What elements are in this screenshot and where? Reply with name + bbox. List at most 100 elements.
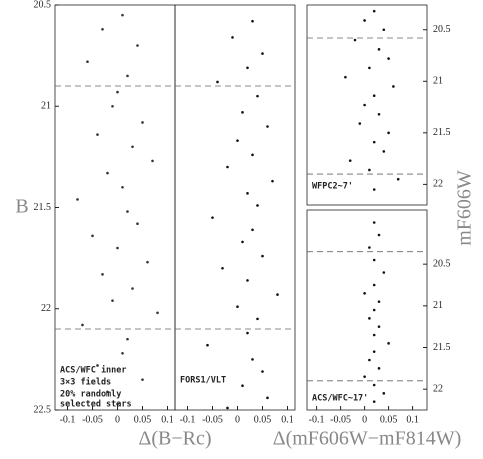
annotation: 3×3 fields — [60, 377, 111, 388]
star-point — [377, 48, 381, 51]
star-point — [396, 177, 400, 181]
star-point — [256, 204, 259, 207]
x-tick-label: -0.1 — [60, 414, 76, 425]
star-point — [236, 305, 239, 309]
star-point — [372, 258, 376, 262]
star-point — [96, 133, 99, 136]
star-point — [372, 400, 376, 403]
star-point — [261, 370, 264, 373]
star-point — [372, 333, 376, 337]
star-point — [111, 104, 114, 108]
y-axis-label: B — [15, 196, 28, 218]
star-point — [271, 179, 274, 183]
star-point — [372, 383, 376, 387]
star-point — [387, 57, 390, 60]
y-tick-label: 21.5 — [433, 127, 451, 138]
y-tick-label: 21 — [41, 101, 51, 112]
star-point — [131, 287, 134, 290]
star-point — [126, 74, 129, 78]
x-tick-label: 0 — [115, 414, 120, 425]
x-tick-label: 0.1 — [161, 414, 174, 425]
star-point — [382, 28, 386, 32]
star-point — [206, 343, 209, 347]
star-point — [231, 36, 234, 39]
star-point — [136, 44, 139, 47]
y-tick-label: 21.5 — [34, 202, 52, 213]
star-point — [372, 9, 376, 13]
star-point — [363, 292, 366, 295]
star-point — [246, 66, 249, 70]
star-point — [241, 240, 244, 244]
star-point — [377, 325, 381, 328]
x-tick-label: 0 — [235, 414, 240, 425]
star-point — [382, 150, 386, 153]
star-point — [372, 308, 376, 312]
star-point — [377, 367, 381, 370]
star-point — [226, 165, 229, 169]
star-point — [156, 311, 159, 315]
star-point — [372, 350, 376, 353]
star-point — [136, 222, 139, 225]
star-point — [372, 283, 376, 287]
x-tick-label: -0.1 — [180, 414, 196, 425]
star-point — [348, 159, 352, 162]
star-point — [126, 210, 129, 213]
star-point — [251, 153, 254, 157]
star-point — [276, 293, 279, 296]
star-point — [363, 19, 366, 22]
star-point — [368, 358, 371, 362]
star-point — [141, 121, 144, 124]
star-point — [106, 390, 109, 394]
star-point — [363, 375, 366, 378]
star-point — [363, 103, 366, 107]
y-tick-label: 22 — [41, 303, 51, 314]
y-tick-label: 22 — [433, 179, 443, 190]
x-tick-label: -0.1 — [309, 414, 325, 425]
star-point — [86, 60, 89, 63]
star-point — [377, 300, 381, 303]
star-point — [116, 90, 119, 94]
star-point — [392, 85, 395, 88]
star-point — [344, 75, 347, 79]
panel-frame — [306, 209, 428, 411]
x-tick-label: 0.05 — [134, 414, 152, 425]
star-point — [146, 260, 149, 264]
x-tick-label: -0.05 — [202, 414, 223, 425]
star-point — [387, 131, 390, 135]
x-tick-label: 0.05 — [380, 414, 398, 425]
star-point — [141, 378, 144, 381]
annotation: WFPC2~7' — [312, 182, 353, 192]
panel-frame — [174, 4, 296, 411]
y-tick-label: 21 — [433, 76, 443, 87]
star-point — [216, 80, 219, 84]
star-point — [121, 185, 124, 189]
star-point — [151, 159, 154, 163]
star-point — [101, 28, 104, 31]
star-point — [382, 392, 386, 395]
x-axis-label: Δ(B−Rc) — [138, 428, 211, 450]
annotation: 20% randomly — [60, 390, 121, 400]
y-tick-label: 21 — [433, 300, 443, 311]
star-point — [91, 234, 94, 238]
star-point — [372, 188, 376, 191]
star-point — [261, 254, 264, 258]
x-tick-label: -0.05 — [330, 414, 351, 425]
star-point — [372, 221, 376, 224]
star-point — [261, 52, 264, 55]
star-point — [368, 168, 371, 172]
x-axis-label: Δ(mF606W−mF814W) — [273, 428, 462, 450]
star-point — [221, 266, 224, 270]
star-point — [211, 216, 214, 219]
star-point — [382, 271, 386, 274]
star-point — [226, 406, 229, 410]
star-point — [251, 228, 254, 232]
y-tick-label: 22.5 — [34, 404, 52, 415]
y-tick-label: 20.5 — [34, 0, 52, 10]
y-tick-label: 20.5 — [433, 258, 451, 269]
star-point — [246, 192, 249, 195]
star-point — [106, 171, 109, 175]
star-point — [131, 145, 134, 149]
annotation: ACS/WFC~17' — [312, 394, 368, 404]
star-point — [353, 38, 357, 42]
